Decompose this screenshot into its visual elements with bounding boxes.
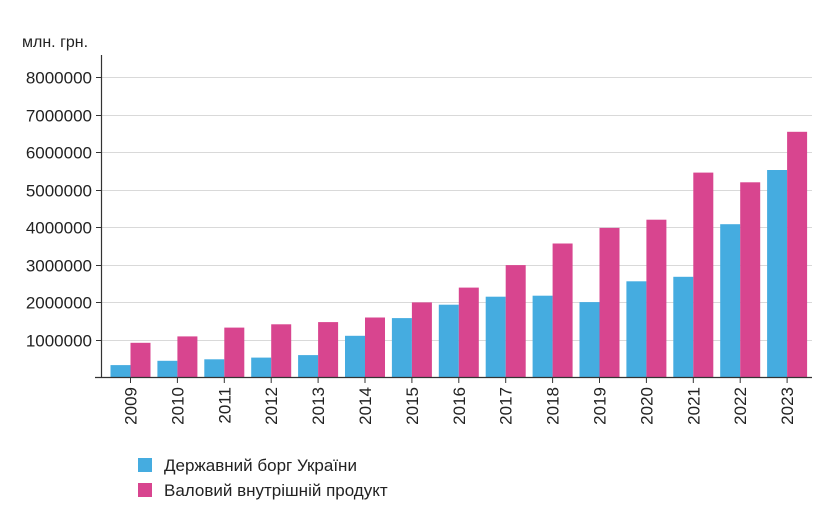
bar-debt-2016: [438, 304, 459, 377]
legend-label-debt: Державний борг України: [164, 456, 357, 475]
bar-debt-2017: [485, 296, 506, 377]
bar-debt-2023: [767, 170, 788, 377]
x-tick-label-2021: 2021: [684, 387, 703, 425]
y-tick-label-3000000: 3000000: [26, 257, 92, 276]
x-tick-label-2010: 2010: [168, 387, 187, 425]
bar-gdp-2022: [740, 182, 761, 377]
x-tick-label-2013: 2013: [309, 387, 328, 425]
bars-layer: [110, 131, 808, 378]
bar-gdp-2016: [458, 287, 479, 377]
y-tick-label-2000000: 2000000: [26, 294, 92, 313]
y-tick-label-6000000: 6000000: [26, 144, 92, 163]
bar-debt-2009: [110, 365, 131, 377]
bar-gdp-2018: [552, 243, 573, 377]
x-tick-label-2017: 2017: [497, 387, 516, 425]
y-tick-label-8000000: 8000000: [26, 69, 92, 88]
bar-debt-2020: [626, 281, 647, 377]
bar-gdp-2013: [318, 322, 339, 377]
x-tick-label-2022: 2022: [731, 387, 750, 425]
bar-gdp-2014: [365, 317, 385, 377]
x-tick-label-2019: 2019: [591, 387, 610, 425]
x-tick-label-2023: 2023: [778, 387, 797, 425]
x-tick-label-2011: 2011: [215, 387, 234, 424]
legend-swatch-debt: [138, 458, 152, 472]
y-tick-label-4000000: 4000000: [26, 219, 92, 238]
x-tick-label-2009: 2009: [122, 387, 141, 425]
bar-gdp-2019: [599, 227, 620, 377]
bar-debt-2012: [251, 357, 272, 377]
x-tick-label-2014: 2014: [356, 387, 375, 425]
bar-debt-2018: [532, 295, 553, 377]
bar-debt-2022: [720, 224, 741, 377]
bar-debt-2011: [204, 359, 225, 377]
bar-gdp-2012: [271, 324, 292, 377]
y-tick-label-5000000: 5000000: [26, 182, 92, 201]
x-tick-label-2018: 2018: [544, 387, 563, 425]
y-tick-label-1000000: 1000000: [26, 332, 92, 351]
bar-debt-2015: [391, 318, 412, 377]
bar-debt-2021: [673, 276, 694, 377]
y-axis-unit-label: млн. грн.: [22, 34, 88, 51]
x-tick-label-2020: 2020: [637, 387, 656, 425]
bar-gdp-2023: [787, 131, 808, 377]
bar-gdp-2015: [411, 302, 432, 377]
bar-gdp-2010: [177, 336, 198, 377]
x-tick-label-2015: 2015: [403, 387, 422, 425]
x-tick-label-2012: 2012: [262, 387, 281, 425]
legend: Державний борг України Валовий внутрішній…: [138, 456, 388, 500]
x-tick-label-2016: 2016: [450, 387, 469, 425]
y-tick-label-7000000: 7000000: [26, 107, 92, 126]
bar-gdp-2017: [505, 265, 526, 377]
bar-debt-2014: [345, 335, 365, 378]
bar-debt-2010: [157, 360, 178, 377]
bar-gdp-2009: [130, 342, 151, 377]
bar-debt-2019: [579, 302, 600, 377]
bar-gdp-2020: [646, 219, 667, 377]
legend-label-gdp: Валовий внутрішній продукт: [164, 481, 388, 500]
bar-debt-2013: [298, 355, 319, 377]
grid-layer: [101, 77, 812, 341]
axis-layer: млн. грн. 1000000 2000000 3000000 4000000 50…: [22, 34, 812, 425]
bar-gdp-2011: [224, 327, 245, 377]
legend-swatch-gdp: [138, 483, 152, 497]
bar-gdp-2021: [693, 172, 714, 377]
